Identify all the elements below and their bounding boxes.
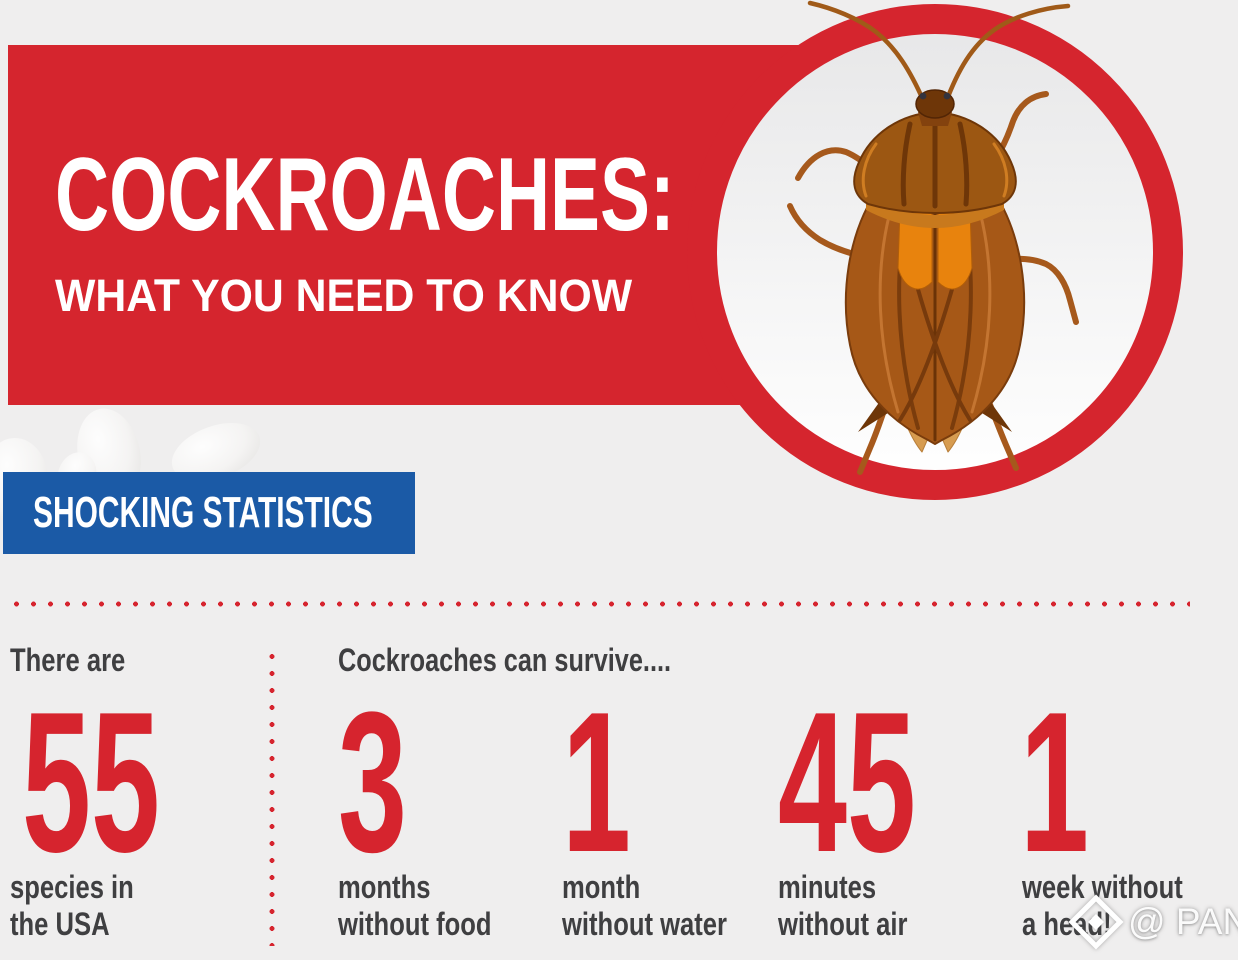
cockroach-illustration [687, 0, 1183, 500]
watermark-text: @ PANews [1128, 901, 1238, 942]
stat-food-value: 3 [338, 671, 407, 894]
stat-species-intro: There are [10, 642, 126, 678]
section-label: SHOCKING STATISTICS [33, 488, 373, 537]
shocking-statistics-banner: SHOCKING STATISTICS [3, 472, 415, 554]
stat-water-value: 1 [562, 671, 631, 894]
stat-air-value: 45 [778, 671, 916, 894]
page-title: COCKROACHES: [55, 137, 675, 253]
title-block: COCKROACHES: WHAT YOU NEED TO KNOW [55, 143, 916, 318]
dotted-divider-vertical [268, 648, 276, 946]
dotted-divider-horizontal [8, 600, 1190, 608]
hero-red-banner [8, 45, 800, 405]
page-subtitle: WHAT YOU NEED TO KNOW [55, 270, 633, 321]
stat-head-value: 1 [1020, 671, 1089, 894]
cockroach-icon [787, 0, 1079, 475]
panews-logo-icon [1068, 894, 1124, 950]
stat-species-value: 55 [22, 671, 160, 894]
stat-water-caption: month without water [562, 869, 727, 942]
stat-head-caption: week without a head! [1022, 869, 1183, 942]
stat-species-caption: species in the USA [10, 869, 134, 942]
survive-heading: Cockroaches can survive.... [338, 642, 672, 678]
stat-air-caption: minutes without air [778, 869, 908, 942]
stat-food-caption: months without food [338, 869, 492, 942]
panews-watermark: @ PANews [1068, 894, 1238, 950]
